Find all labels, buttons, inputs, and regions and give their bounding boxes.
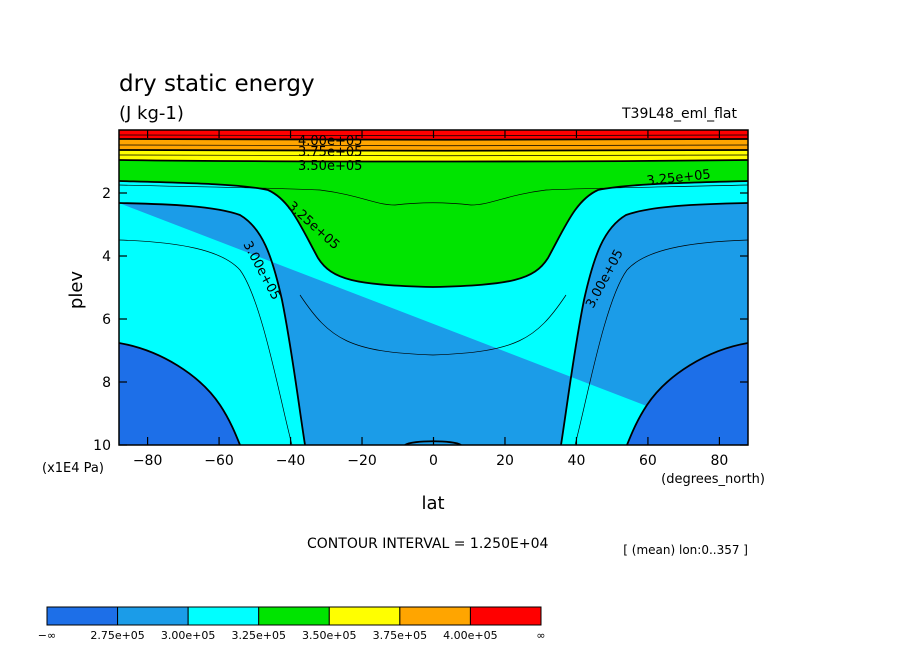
contour-lines-bold [119, 138, 748, 445]
y-tick-label: 10 [93, 438, 111, 454]
x-tick-label: −60 [204, 453, 234, 469]
y-tick-label: 2 [102, 186, 111, 202]
y-tick-label: 8 [102, 375, 111, 391]
colorbar-label: 3.00e+05 [161, 629, 215, 642]
colorbar-label: 4.00e+05 [443, 629, 497, 642]
colorbar-swatch [46, 606, 119, 626]
fill-darkblue-right [627, 343, 748, 445]
contour-label-3.75e+05: 3.75e+05 [298, 145, 362, 160]
contour-label-4.00e+05: 4.00e+05 [298, 134, 362, 149]
colorbar-label: 2.75e+05 [90, 629, 144, 642]
x-tick-label: 40 [568, 453, 586, 469]
x-axis-ticks: −80 −60 −40 −20 0 20 40 60 80 [133, 130, 728, 469]
x-tick-label: 80 [710, 453, 728, 469]
x-tick-label: −80 [133, 453, 163, 469]
y-tick-label: 4 [102, 249, 111, 265]
colorbar-label: −∞ [38, 629, 56, 642]
colorbar-label: 3.75e+05 [373, 629, 427, 642]
colorbar-swatch [187, 606, 260, 626]
colorbar-swatch [258, 606, 330, 626]
fill-lightblue [119, 203, 748, 445]
y-axis-units: (x1E4 Pa) [42, 461, 104, 476]
chart-units: (J kg-1) [119, 103, 184, 124]
colorbar-label: 3.25e+05 [231, 629, 285, 642]
y-tick-label: 6 [102, 312, 111, 328]
colorbar-swatch [399, 606, 471, 626]
y-axis-ticks: 2 4 6 8 10 [93, 186, 748, 454]
x-tick-label: 20 [496, 453, 514, 469]
x-tick-label: −40 [276, 453, 306, 469]
colorbar-swatch [328, 606, 401, 626]
colorbar-label: 3.50e+05 [302, 629, 356, 642]
x-tick-label: 60 [639, 453, 657, 469]
chart-title: dry static energy [119, 71, 315, 97]
colorbar-swatch [117, 606, 189, 626]
plot-area: 4.00e+05 3.75e+05 3.50e+05 3.25e+05 3.25… [119, 130, 748, 445]
contour-lines-thin [119, 134, 748, 445]
dataset-label: T39L48_eml_flat [621, 106, 738, 122]
contour-interval-note: CONTOUR INTERVAL = 1.250E+04 [307, 536, 548, 552]
contour-label-3.50e+05: 3.50e+05 [298, 159, 362, 174]
colorbar: −∞ 2.75e+05 3.00e+05 3.25e+05 3.50e+05 3.75e+… [38, 606, 546, 642]
y-axis-label: plev [66, 271, 87, 310]
x-axis-units: (degrees_north) [661, 472, 765, 487]
colorbar-label: ∞ [536, 629, 545, 642]
fill-darkblue-left [119, 343, 240, 445]
colorbar-swatch [469, 606, 542, 626]
mean-note: [ (mean) lon:0..357 ] [623, 543, 748, 557]
contour-label-3.25e+05-right: 3.25e+05 [646, 167, 712, 189]
x-axis-label: lat [421, 493, 444, 514]
x-tick-label: −20 [347, 453, 377, 469]
x-tick-label: 0 [429, 453, 438, 469]
